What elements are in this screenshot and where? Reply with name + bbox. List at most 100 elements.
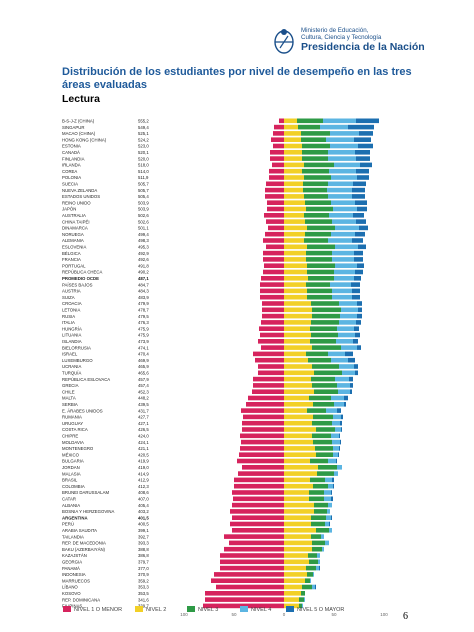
bar-nivel2 [284,458,310,464]
bar-nivel4 [326,137,354,142]
bar-nivel1 [220,553,284,558]
bar-nivel1 [253,351,284,357]
bar-nivel3 [313,414,333,420]
bar-nivel2 [284,509,314,514]
bar-nivel5 [360,162,372,168]
country-label: REPÚBLICA CHECA [62,270,102,275]
bar-nivel1 [268,225,284,231]
score-label: 490,2 [138,270,149,275]
bar-nivel2 [284,307,312,313]
country-label: HONG KONG (CHINA) [62,137,107,142]
argentina-coat-of-arms-icon [274,29,294,54]
bar-nivel4 [325,477,332,483]
bar-nivel4 [322,546,324,552]
bar-nivel5 [344,402,346,407]
bar-nivel4 [324,496,331,502]
bar-nivel4 [339,301,357,306]
bar-nivel3 [316,427,335,432]
country-label: ISRAEL [62,352,78,357]
bar-nivel1 [279,118,284,124]
bar-nivel1 [262,301,284,306]
bar-nivel1 [263,238,284,243]
score-label: 377,0 [138,566,149,571]
bar-nivel3 [302,584,312,590]
bar-nivel1 [234,477,284,483]
legend-label: NIVEL 5 O MAYOR [297,607,344,613]
bar-nivel2 [284,225,307,231]
bar-nivel1 [220,559,284,565]
bar-nivel5 [353,213,364,218]
country-label: CHILE [62,389,75,394]
bar-nivel1 [260,332,284,338]
bar-nivel4 [329,168,356,174]
bar-nivel4 [333,452,338,457]
bar-nivel2 [284,238,304,243]
bar-nivel1 [271,137,284,142]
country-label: ISLANDIA [62,339,82,344]
country-label: LITUANIA [62,333,81,338]
score-label: 505,7 [138,188,149,193]
score-label: 414,9 [138,471,149,476]
score-label: 399,1 [138,528,149,533]
country-label: LÍBANO [62,585,78,590]
bar-nivel4 [336,339,353,344]
bar-nivel5 [352,294,360,300]
bar-nivel1 [240,446,284,451]
bar-nivel1 [264,263,284,268]
legend-swatch [187,606,195,612]
score-label: 424,0 [138,434,149,439]
country-label: PAÍSES BAJOS [62,282,93,287]
bar-nivel1 [267,206,284,212]
bar-nivel5 [352,194,365,199]
bar-nivel3 [305,231,331,237]
bar-nivel4 [331,200,355,205]
bar-nivel3 [312,383,337,388]
bar-nivel1 [205,597,284,602]
score-label: 465,6 [138,371,149,376]
bar-nivel5 [357,313,362,319]
score-label: 412,3 [138,484,149,489]
bar-nivel1 [248,395,284,401]
bar-nivel5 [339,446,340,451]
bar-nivel3 [309,490,324,495]
bar-nivel1 [253,383,284,388]
bar-nivel4 [337,383,350,388]
header: Ministerio de Educación, Cultura, Cienci… [272,26,462,60]
bar-nivel5 [340,420,342,426]
bar-nivel2 [284,584,302,590]
bar-nivel2 [284,414,313,420]
bar-nivel3 [302,143,330,149]
bar-nivel5 [359,225,368,231]
country-label: AUSTRALIA [62,213,86,218]
score-label: 498,3 [138,238,149,243]
bar-nivel3 [312,307,341,313]
bar-nivel1 [255,357,284,363]
score-label: 439,5 [138,402,149,407]
bar-nivel5 [331,515,332,520]
score-label: 388,8 [138,547,149,552]
bar-nivel4 [313,572,314,577]
score-label: 426,5 [138,427,149,432]
bar-nivel2 [284,376,311,382]
legend-swatch [135,606,143,612]
bar-nivel3 [304,238,328,243]
bar-nivel1 [270,156,284,161]
country-label: NUEVA ZELANDA [62,188,97,193]
country-label: ARABIA SAUDITA [62,528,97,533]
presidency-name: Presidencia de la Nación [301,41,425,53]
country-label: AUSTRIA [62,289,81,294]
country-label: MALTA [62,396,76,401]
country-label: ALBANIA [62,503,80,508]
country-label: URUGUAY [62,421,83,426]
score-label: 484,7 [138,282,149,287]
bar-nivel3 [306,250,332,256]
bar-nivel3 [304,194,328,199]
bar-nivel3 [303,181,328,187]
bar-nivel2 [284,465,318,470]
bar-nivel5 [340,439,341,445]
bar-nivel1 [259,326,284,331]
bar-nivel1 [230,509,284,514]
bar-nivel3 [304,175,331,180]
bar-nivel5 [359,131,373,136]
country-label: JORDAN [62,465,80,470]
